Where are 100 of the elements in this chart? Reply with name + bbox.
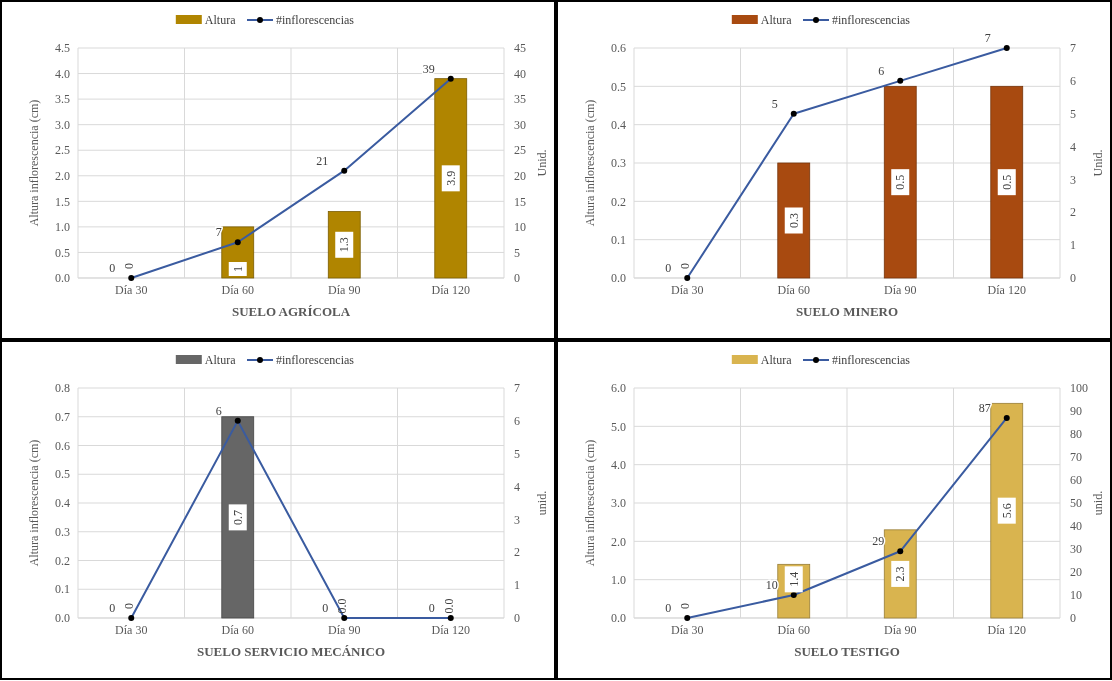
x-axis-title: SUELO MINERO	[795, 304, 899, 319]
y-tick-label: 2.0	[55, 168, 70, 183]
y2-tick-label: 20	[514, 168, 526, 183]
y-tick-label: 0.3	[611, 156, 626, 171]
data-label: 1.4	[786, 571, 801, 587]
data-label: 0.5	[893, 174, 908, 190]
y-tick-label: 0.0	[611, 611, 626, 626]
y2-tick-label: 70	[1070, 450, 1082, 465]
y2-tick-label: 0	[1070, 271, 1076, 286]
y-tick-label: 5.0	[611, 419, 626, 434]
y-tick-label: 0.5	[55, 467, 70, 482]
y-tick-label: 1.0	[611, 572, 626, 587]
data-label: 0.7	[230, 509, 245, 525]
y2-tick-label: 90	[1070, 404, 1082, 419]
y-tick-label: 0.7	[55, 409, 70, 424]
data-label: 29	[872, 534, 885, 549]
data-label: 0	[122, 263, 137, 269]
x-tick-label: Día 90	[328, 623, 361, 637]
y-axis-title: Altura inflorescencia (cm)	[27, 99, 41, 227]
data-label: 0	[428, 601, 435, 615]
y2-tick-label: 7	[514, 381, 520, 396]
data-label: 0	[322, 601, 329, 615]
y2-tick-label: 3	[1070, 172, 1076, 187]
data-label: 1	[230, 266, 245, 272]
y-tick-label: 4.0	[611, 457, 626, 472]
legend-label: Altura	[760, 353, 793, 368]
y-tick-label: 4.0	[55, 66, 70, 81]
data-label: 0	[678, 603, 693, 609]
y-tick-label: 0.6	[611, 41, 626, 56]
x-tick-label: Día 60	[777, 623, 810, 637]
y2-tick-label: 6	[514, 414, 520, 429]
y-axis-title: Altura inflorescencia (cm)	[583, 99, 597, 227]
data-label: 7	[984, 31, 991, 45]
y2-tick-label: 7	[1070, 41, 1076, 56]
y2-tick-label: 5	[514, 245, 520, 260]
y-tick-label: 0.5	[611, 79, 626, 94]
x-tick-label: Día 30	[115, 283, 148, 297]
data-label: 3.9	[443, 170, 458, 186]
y2-tick-label: 4	[514, 479, 520, 494]
data-label: 0	[665, 601, 672, 615]
y-tick-label: 0.0	[55, 271, 70, 286]
y-tick-label: 6.0	[611, 381, 626, 396]
y2-tick-label: 0	[514, 271, 520, 286]
y2-tick-label: 100	[1070, 381, 1088, 396]
legend-label: #inflorescencias	[276, 353, 355, 368]
legend-label: Altura	[204, 353, 237, 368]
y2-tick-label: 80	[1070, 427, 1082, 442]
y2-tick-label: 2	[514, 545, 520, 560]
y2-tick-label: 1	[514, 578, 520, 593]
y-tick-label: 0.1	[611, 232, 626, 247]
data-label: 5.6	[999, 503, 1014, 519]
x-tick-label: Día 30	[671, 623, 704, 637]
y-tick-label: 0.8	[55, 381, 70, 396]
x-tick-label: Día 60	[221, 283, 254, 297]
y-tick-label: 0.2	[55, 553, 70, 568]
y2-tick-label: 10	[1070, 588, 1082, 603]
y-tick-label: 0.0	[55, 611, 70, 626]
y2-tick-label: 35	[514, 92, 526, 107]
y-tick-label: 0.4	[55, 496, 70, 511]
y-tick-label: 1.5	[55, 194, 70, 209]
y2-axis-title: Unid.	[535, 149, 549, 177]
x-tick-label: Día 120	[987, 283, 1026, 297]
x-tick-label: Día 90	[884, 283, 917, 297]
data-label: 0.0	[441, 598, 456, 614]
data-label: 21	[316, 153, 329, 168]
y2-tick-label: 25	[514, 143, 526, 158]
x-tick-label: Día 30	[115, 623, 148, 637]
bar	[434, 78, 468, 279]
x-tick-label: Día 90	[884, 623, 917, 637]
legend-label: #inflorescencias	[832, 13, 911, 28]
y2-tick-label: 1	[1070, 238, 1076, 253]
x-tick-label: Día 120	[431, 283, 470, 297]
data-label: 1.3	[337, 237, 352, 253]
x-axis-title: SUELO SERVICIO MECÁNICO	[196, 644, 386, 659]
y-tick-label: 3.0	[55, 117, 70, 132]
y-tick-label: 3.5	[55, 92, 70, 107]
y2-tick-label: 50	[1070, 496, 1082, 511]
y-tick-label: 3.0	[611, 496, 626, 511]
y2-tick-label: 0	[1070, 611, 1076, 626]
y2-tick-label: 0	[514, 611, 520, 626]
y2-tick-label: 30	[514, 117, 526, 132]
y-tick-label: 2.0	[611, 534, 626, 549]
x-tick-label: Día 60	[221, 623, 254, 637]
data-label: 5	[771, 96, 778, 111]
data-label: 6	[878, 63, 885, 78]
y2-tick-label: 3	[514, 512, 520, 527]
data-label: 6	[215, 403, 222, 418]
y-tick-label: 0.2	[611, 194, 626, 209]
y-axis-title: Altura inflorescencia (cm)	[583, 439, 597, 567]
x-axis-title: SUELO TESTIGO	[794, 644, 900, 659]
y2-tick-label: 4	[1070, 139, 1076, 154]
y2-tick-label: 20	[1070, 565, 1082, 580]
data-label: 0	[122, 603, 137, 609]
x-tick-label: Día 120	[987, 623, 1026, 637]
y2-tick-label: 10	[514, 220, 526, 235]
data-label: 0	[109, 601, 116, 615]
y2-axis-title: unid.	[1091, 490, 1105, 516]
x-tick-label: Día 120	[431, 623, 470, 637]
y2-tick-label: 5	[1070, 106, 1076, 121]
y2-tick-label: 2	[1070, 205, 1076, 220]
